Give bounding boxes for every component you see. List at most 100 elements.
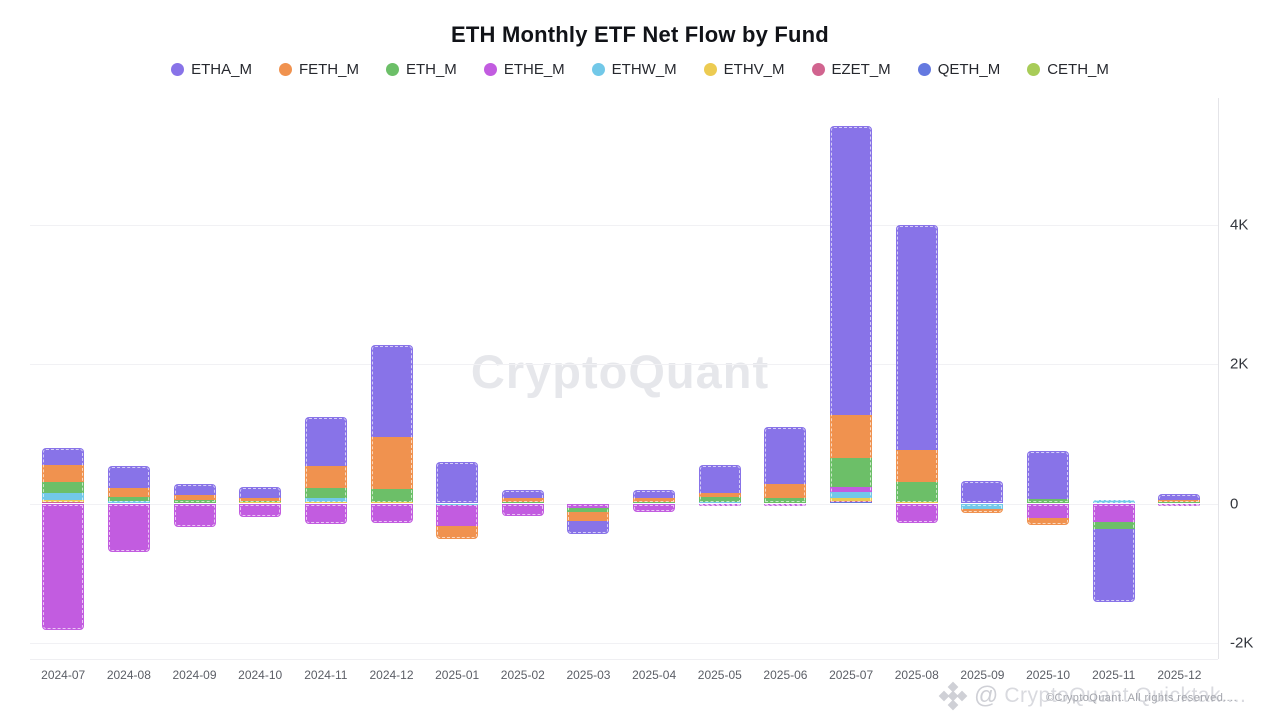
- x-tick-label-2025-08: 2025-08: [894, 668, 939, 682]
- bar-segment-FETH_M[interactable]: [1158, 499, 1201, 503]
- bar-segment-ETH_M[interactable]: [1027, 498, 1070, 504]
- bar-segment-FETH_M[interactable]: [698, 493, 741, 498]
- bar-segment-ETH_M[interactable]: [107, 497, 150, 501]
- bar-segment-ETHV_M[interactable]: [895, 501, 938, 504]
- bar-segment-ETHE_M[interactable]: [370, 503, 413, 523]
- bar-segment-ETH_M[interactable]: [567, 508, 610, 512]
- bar-segment-FETH_M[interactable]: [304, 465, 347, 489]
- bar-segment-ETH_M[interactable]: [1158, 502, 1201, 504]
- bar-segment-ETHE_M[interactable]: [239, 503, 282, 517]
- legend-item-ETHE_M[interactable]: ETHE_M: [483, 61, 565, 78]
- bar-segment-ETHV_M[interactable]: [42, 499, 85, 503]
- chart-title: ETH Monthly ETF Net Flow by Fund: [451, 22, 829, 47]
- bar-segment-ETHE_M[interactable]: [304, 503, 347, 524]
- bar-segment-FETH_M[interactable]: [42, 465, 85, 482]
- legend-item-QETH_M[interactable]: QETH_M: [917, 61, 1000, 78]
- bar-segment-ETHE_M[interactable]: [436, 504, 479, 527]
- bar-segment-ETHV_M[interactable]: [239, 502, 282, 504]
- bar-segment-ETHA_M[interactable]: [764, 426, 807, 484]
- bar-segment-ETHA_M[interactable]: [633, 490, 676, 498]
- bar-segment-ETH_M[interactable]: [830, 457, 873, 488]
- bar-segment-FETH_M[interactable]: [961, 509, 1004, 514]
- bar-segment-ETHW_M[interactable]: [1092, 500, 1135, 503]
- bar-segment-ETH_M[interactable]: [173, 499, 216, 504]
- bar-segment-ETH_M[interactable]: [1092, 521, 1135, 530]
- bar-segment-ETHA_M[interactable]: [370, 344, 413, 438]
- legend-item-ETHV_M[interactable]: ETHV_M: [703, 61, 785, 78]
- bar-segment-FETH_M[interactable]: [239, 498, 282, 502]
- bar-segment-ETHV_M[interactable]: [304, 501, 347, 504]
- bar-segment-FETH_M[interactable]: [567, 511, 610, 521]
- bar-segment-FETH_M[interactable]: [370, 437, 413, 489]
- bar-segment-ETHA_M[interactable]: [895, 225, 938, 451]
- bar-segment-ETHA_M[interactable]: [567, 520, 610, 535]
- bar-segment-ETHA_M[interactable]: [1027, 450, 1070, 499]
- bar-segment-ETHW_M[interactable]: [304, 497, 347, 502]
- legend-item-ETHA_M[interactable]: ETHA_M: [171, 61, 252, 78]
- bar-segment-ETHA_M[interactable]: [436, 462, 479, 504]
- bar-segment-ETHE_M[interactable]: [42, 503, 85, 630]
- bar-segment-ETHA_M[interactable]: [1158, 494, 1201, 500]
- bar-segment-ETHA_M[interactable]: [698, 465, 741, 494]
- bar-segment-ETHE_M[interactable]: [173, 503, 216, 528]
- bar-segment-ETH_M[interactable]: [764, 498, 807, 504]
- bar-segment-ETHA_M[interactable]: [107, 466, 150, 488]
- bar-segment-ETHA_M[interactable]: [239, 486, 282, 499]
- bar-segment-ETHW_M[interactable]: [42, 492, 85, 500]
- bar-segment-ETHA_M[interactable]: [961, 481, 1004, 504]
- bar-segment-ETHE_M[interactable]: [830, 487, 873, 492]
- bar-segment-ETH_M[interactable]: [633, 501, 676, 504]
- bar-segment-ETHA_M[interactable]: [830, 126, 873, 416]
- bar-segment-EZET_M[interactable]: [830, 501, 873, 503]
- bar-segment-ETHA_M[interactable]: [501, 489, 544, 499]
- bar-segment-ETHA_M[interactable]: [304, 417, 347, 466]
- bar-segment-ETH_M[interactable]: [370, 488, 413, 503]
- bar-segment-FETH_M[interactable]: [107, 487, 150, 498]
- bar-stack-negative-2025-10: [1027, 503, 1070, 526]
- bar-segment-ETH_M[interactable]: [42, 481, 85, 493]
- bar-segment-ETHE_M[interactable]: [501, 503, 544, 516]
- bar-segment-ETHW_M[interactable]: [698, 502, 741, 504]
- bar-segment-ETH_M[interactable]: [304, 488, 347, 498]
- bar-segment-ETHE_M[interactable]: [1158, 503, 1201, 506]
- bar-segment-ETHE_M[interactable]: [895, 503, 938, 523]
- bar-segment-EZET_M[interactable]: [961, 503, 1004, 505]
- bar-segment-ETHV_M[interactable]: [370, 502, 413, 504]
- bar-segment-EZET_M[interactable]: [42, 502, 85, 504]
- bar-segment-ETHV_M[interactable]: [830, 498, 873, 502]
- legend-item-EZET_M[interactable]: EZET_M: [811, 61, 891, 78]
- bar-segment-ETHA_M[interactable]: [42, 448, 85, 466]
- bar-segment-ETH_M[interactable]: [698, 497, 741, 503]
- bar-segment-ETHW_M[interactable]: [961, 504, 1004, 510]
- bar-segment-FETH_M[interactable]: [436, 526, 479, 539]
- bar-segment-ETHE_M[interactable]: [764, 503, 807, 506]
- legend-item-FETH_M[interactable]: FETH_M: [278, 61, 359, 78]
- bar-stack-positive-2025-07: [830, 126, 873, 504]
- bar-segment-ETHE_M[interactable]: [1092, 503, 1135, 522]
- bar-segment-FETH_M[interactable]: [633, 497, 676, 502]
- bar-segment-ETHA_M[interactable]: [173, 484, 216, 496]
- bar-segment-QETH_M[interactable]: [830, 502, 873, 504]
- bar-segment-ETHA_M[interactable]: [1092, 529, 1135, 602]
- bar-segment-ETH_M[interactable]: [895, 482, 938, 502]
- bar-segment-FETH_M[interactable]: [764, 484, 807, 499]
- bar-segment-ETHW_M[interactable]: [830, 491, 873, 499]
- bar-segment-ETH_M[interactable]: [501, 502, 544, 504]
- bar-segment-FETH_M[interactable]: [1027, 518, 1070, 526]
- legend-item-ETH_M[interactable]: ETH_M: [385, 61, 457, 78]
- bar-segment-ETHW_M[interactable]: [436, 503, 479, 505]
- bar-segment-FETH_M[interactable]: [895, 450, 938, 483]
- legend-item-CETH_M[interactable]: CETH_M: [1027, 61, 1109, 78]
- legend-item-ETHW_M[interactable]: ETHW_M: [591, 61, 677, 78]
- bar-segment-FETH_M[interactable]: [830, 415, 873, 458]
- bar-segment-ETHE_M[interactable]: [1027, 503, 1070, 519]
- bar-segment-ETHE_M[interactable]: [698, 503, 741, 506]
- bar-segment-ETHE_M[interactable]: [107, 503, 150, 553]
- bar-segment-ETH_M[interactable]: [239, 501, 282, 503]
- bar-segment-ETHW_M[interactable]: [107, 500, 150, 504]
- bar-segment-FETH_M[interactable]: [501, 498, 544, 503]
- bar-segment-ETHE_M[interactable]: [567, 503, 610, 509]
- bar-segment-ETHE_M[interactable]: [633, 503, 676, 512]
- x-tick-label-2025-11: 2025-11: [1092, 668, 1136, 682]
- bar-segment-FETH_M[interactable]: [173, 495, 216, 500]
